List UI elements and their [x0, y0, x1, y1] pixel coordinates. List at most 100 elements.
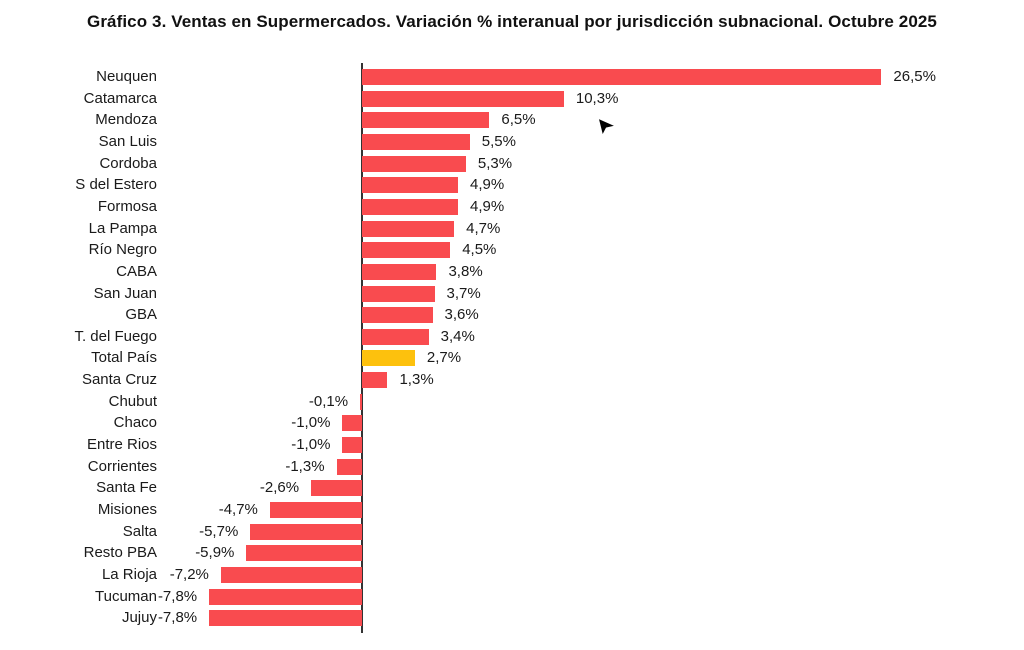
bar	[362, 133, 470, 150]
bar	[342, 415, 362, 432]
value-label: 4,9%	[470, 176, 505, 194]
bar	[362, 220, 455, 237]
value-label: 4,7%	[466, 219, 501, 237]
value-label: -5,9%	[195, 544, 235, 562]
value-label: -1,3%	[285, 457, 325, 475]
chart-row: Formosa 4,9%	[0, 196, 1024, 218]
chart-row: Chaco -1,0%	[0, 412, 1024, 434]
value-label: 26,5%	[893, 68, 936, 85]
bar	[362, 242, 451, 259]
bar	[362, 155, 466, 172]
bar	[362, 328, 429, 345]
value-label: 5,3%	[477, 154, 513, 172]
mouse-cursor-icon	[597, 117, 617, 137]
bar	[250, 523, 362, 540]
value-label: -7,2%	[169, 565, 209, 583]
value-label: 3,8%	[448, 262, 483, 280]
bar	[360, 393, 362, 410]
category-label: La Rioja	[101, 565, 157, 583]
category-label: Río Negro	[88, 241, 157, 259]
category-label: Salta	[122, 522, 157, 540]
category-label: Total País	[91, 349, 157, 367]
value-label: 10,3%	[575, 89, 619, 107]
category-label: Neuquen	[96, 68, 157, 85]
bar	[336, 458, 362, 475]
category-label: Cordoba	[99, 154, 157, 172]
bar	[362, 69, 882, 85]
value-label: -0,1%	[308, 392, 349, 410]
chart-row: Santa Fe -2,6%	[0, 477, 1024, 499]
chart-row: Misiones -4,7%	[0, 499, 1024, 521]
bar	[362, 90, 564, 107]
chart-row: Total País 2,7%	[0, 347, 1024, 369]
chart-row: San Luis 5,5%	[0, 131, 1024, 153]
bar	[362, 263, 437, 280]
category-label: T. del Fuego	[74, 327, 157, 345]
bar	[362, 285, 435, 302]
chart-row: T. del Fuego 3,4%	[0, 326, 1024, 348]
chart-row: Tucuman -7,8%	[0, 586, 1024, 608]
chart-row: Santa Cruz 1,3%	[0, 369, 1024, 391]
category-label: Santa Fe	[96, 479, 157, 497]
value-label: 6,5%	[501, 111, 536, 129]
chart-row: Mendoza 6,5%	[0, 109, 1024, 131]
value-label: 4,5%	[462, 241, 497, 259]
value-label: -1,0%	[291, 414, 331, 432]
value-label: -2,6%	[259, 479, 300, 497]
value-label: -5,7%	[199, 522, 239, 540]
bar	[342, 437, 362, 454]
bar	[362, 112, 490, 129]
chart-row: La Rioja -7,2%	[0, 564, 1024, 586]
bar	[362, 372, 388, 389]
category-label: GBA	[125, 306, 157, 324]
chart-row: CABA 3,8%	[0, 261, 1024, 283]
bar	[209, 610, 362, 627]
chart-row: Río Negro 4,5%	[0, 239, 1024, 261]
value-label: -7,8%	[157, 609, 198, 627]
value-label: -7,8%	[157, 587, 198, 605]
chart-row: Cordoba 5,3%	[0, 153, 1024, 175]
bar	[362, 198, 459, 215]
category-label: Entre Rios	[86, 436, 157, 454]
category-label: Chaco	[113, 414, 157, 432]
bar	[246, 545, 362, 562]
value-label: -1,0%	[291, 436, 331, 454]
bar	[269, 502, 362, 518]
bar	[209, 588, 362, 605]
value-label: -4,7%	[218, 501, 258, 518]
bar-highlight	[362, 350, 415, 367]
category-label: La Pampa	[88, 219, 157, 237]
category-label: Misiones	[97, 501, 157, 518]
value-label: 1,3%	[399, 371, 434, 389]
chart-row: Catamarca 10,3%	[0, 88, 1024, 110]
bar-chart: Neuquen 26,5% Catamarca 10,3% Mendoza 6,5% San…	[0, 66, 1024, 632]
category-label: Formosa	[97, 197, 157, 215]
chart-row: Corrientes -1,3%	[0, 456, 1024, 478]
bar	[311, 480, 362, 497]
bar	[220, 566, 362, 583]
value-label: 2,7%	[426, 349, 462, 367]
value-label: 4,9%	[470, 197, 505, 215]
category-label: Santa Cruz	[81, 371, 157, 389]
chart-title: Gráfico 3. Ventas en Supermercados. Vari…	[87, 12, 937, 31]
category-label: CABA	[116, 262, 157, 280]
chart-row: La Pampa 4,7%	[0, 218, 1024, 240]
bar	[362, 177, 459, 194]
category-label: Tucuman	[95, 587, 157, 605]
chart-row: Neuquen 26,5%	[0, 66, 1024, 88]
category-label: Resto PBA	[83, 544, 157, 562]
chart-row: San Juan 3,7%	[0, 283, 1024, 305]
value-label: 5,5%	[481, 132, 516, 150]
bar	[362, 307, 433, 324]
chart-row: GBA 3,6%	[0, 304, 1024, 326]
chart-row: Salta -5,7%	[0, 521, 1024, 543]
value-label: 3,7%	[446, 284, 481, 302]
zero-axis-line	[361, 63, 363, 633]
chart-row: Entre Rios -1,0%	[0, 434, 1024, 456]
chart-row: Resto PBA -5,9%	[0, 542, 1024, 564]
category-label: San Luis	[98, 132, 157, 150]
category-label: S del Estero	[75, 176, 157, 194]
chart-row: Jujuy -7,8%	[0, 607, 1024, 629]
chart-row: Chubut -0,1%	[0, 391, 1024, 413]
